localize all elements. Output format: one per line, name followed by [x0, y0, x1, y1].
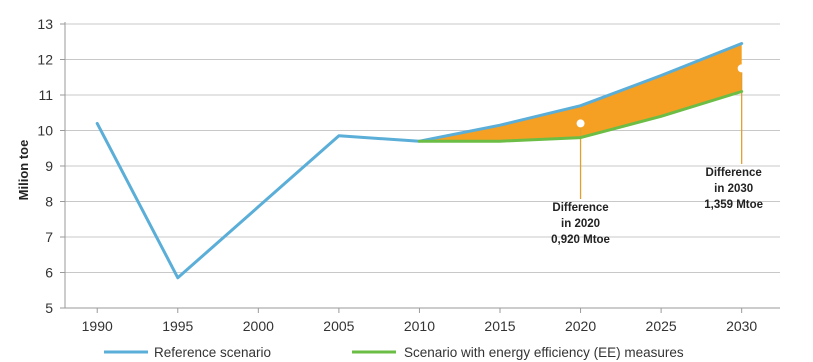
annotation-marker: [576, 119, 585, 128]
y-tick-label: 12: [37, 52, 53, 68]
x-tick-label: 2005: [323, 318, 354, 334]
x-tick-label: 2025: [646, 318, 677, 334]
x-tick-label: 1995: [162, 318, 193, 334]
annotation-text: Difference: [706, 167, 762, 179]
legend-label-ee: Scenario with energy efficiency (EE) mea…: [404, 345, 684, 360]
annotation-text: in 2020: [561, 218, 600, 230]
x-tick-labels: 1990 1995 2000 2005 2010 2015 2020 2025 2030: [82, 308, 757, 334]
annotation-markers: [576, 64, 746, 128]
y-tick-label: 11: [38, 87, 53, 103]
y-tick-label: 13: [37, 16, 53, 32]
x-tick-label: 2015: [484, 318, 515, 334]
annotations: Difference in 2020 0,920 Mtoe Difference in …: [551, 167, 763, 246]
x-tick-label: 2030: [726, 318, 757, 334]
x-tick-label: 2020: [565, 318, 596, 334]
x-tick-label: 2000: [243, 318, 274, 334]
reference-series-line: [95, 42, 744, 280]
series-lines: [95, 42, 744, 280]
y-tick-label: 6: [45, 265, 53, 281]
annotation-text: Difference: [552, 202, 608, 214]
ee-series-line: [417, 90, 744, 143]
x-tick-label: 2010: [404, 318, 435, 334]
y-axis-label: Milion toe: [16, 140, 31, 201]
annotation-text: 1,359 Mtoe: [704, 199, 763, 211]
y-tick-label: 10: [37, 123, 53, 139]
y-tick-labels: 5 6 7 8 9 10 11 12 13: [37, 16, 65, 316]
legend: Reference scenario Scenario with energy e…: [104, 345, 684, 360]
annotation-text: in 2030: [714, 183, 753, 195]
y-tick-label: 7: [45, 229, 53, 245]
y-tick-label: 8: [45, 194, 53, 210]
y-tick-label: 9: [45, 158, 53, 174]
annotation-leaders: [579, 68, 743, 199]
y-tick-label: 5: [45, 300, 53, 316]
annotation-text: 0,920 Mtoe: [551, 234, 610, 246]
grid-lines: [65, 23, 780, 273]
annotation-marker: [737, 64, 746, 73]
legend-label-reference: Reference scenario: [154, 345, 271, 360]
x-tick-label: 1990: [82, 318, 113, 334]
